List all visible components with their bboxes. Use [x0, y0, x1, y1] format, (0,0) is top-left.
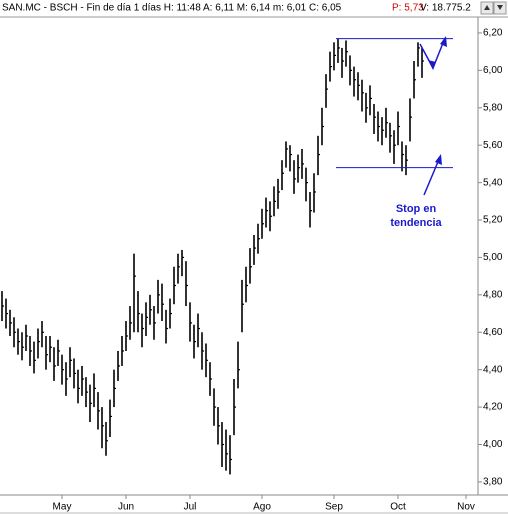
y-tick-label: 5,60 — [483, 140, 503, 151]
annotation-text: Stop en — [396, 203, 437, 215]
title-p: P: 5,73 — [392, 3, 424, 14]
x-tick-label: Nov — [457, 502, 475, 513]
y-tick-label: 6,00 — [483, 65, 503, 76]
y-tick-label: 6,20 — [483, 28, 503, 39]
y-tick-label: 4,80 — [483, 289, 503, 300]
y-tick-label: 5,20 — [483, 215, 503, 226]
x-tick-label: Sep — [325, 502, 343, 513]
y-tick-label: 5,40 — [483, 177, 503, 188]
arrow-head — [435, 154, 442, 165]
arrow-head — [440, 36, 447, 47]
y-tick-label: 4,20 — [483, 402, 503, 413]
y-tick-label: 4,00 — [483, 439, 503, 450]
y-tick-label: 5,80 — [483, 102, 503, 113]
title-v: V: 18.775.2 — [420, 3, 471, 14]
y-tick-label: 3,80 — [483, 477, 503, 488]
x-tick-label: Jun — [118, 502, 134, 513]
arrow-head — [428, 60, 436, 70]
header-bar — [0, 0, 508, 16]
up-icon — [484, 5, 490, 10]
annotation-text: tendencia — [390, 217, 442, 229]
x-tick-label: Oct — [390, 502, 406, 513]
x-tick-label: Jul — [184, 502, 197, 513]
y-tick-label: 4,60 — [483, 327, 503, 338]
annotation-arrow — [423, 156, 441, 196]
chart-title: SAN.MC - BSCH - Fin de día 1 días H: 11:… — [2, 3, 342, 14]
down-icon — [497, 5, 503, 10]
x-tick-label: May — [53, 502, 72, 513]
x-tick-label: Ago — [253, 502, 271, 513]
y-tick-label: 4,40 — [483, 364, 503, 375]
y-tick-label: 5,00 — [483, 252, 503, 263]
